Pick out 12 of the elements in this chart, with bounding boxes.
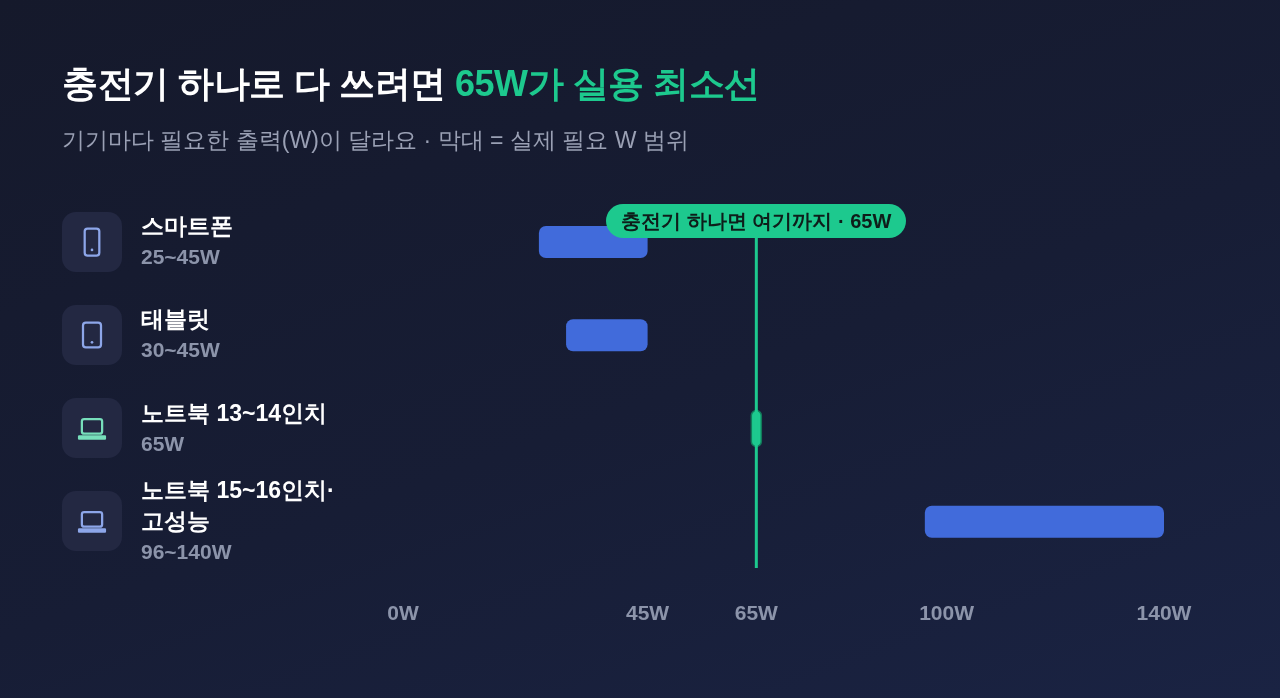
y-tick-label: 노트북 15~16인치·고성능 96~140W	[141, 476, 336, 566]
x-tick-label: 0W	[387, 600, 419, 624]
chart-title: 충전기 하나로 다 쓰려면 65W가 실용 최소선	[62, 63, 760, 104]
x-tick-label: 100W	[919, 600, 975, 624]
y-tick-label: 스마트폰 25~45W	[141, 212, 234, 271]
chart-subtitle: 기기마다 필요한 출력(W)이 달라요 · 막대 = 실제 필요 W 범위	[62, 127, 689, 153]
y-tick-label: 노트북 13~14인치 65W	[141, 398, 328, 457]
x-tick-label: 65W	[734, 600, 779, 624]
x-tick-label: 45W	[626, 600, 670, 624]
x-tick-label: 140W	[1136, 600, 1192, 624]
ref-line-label: 충전기 하나면 여기까지 · 65W	[606, 204, 907, 238]
y-tick-label: 태블릿 30~45W	[141, 305, 221, 364]
